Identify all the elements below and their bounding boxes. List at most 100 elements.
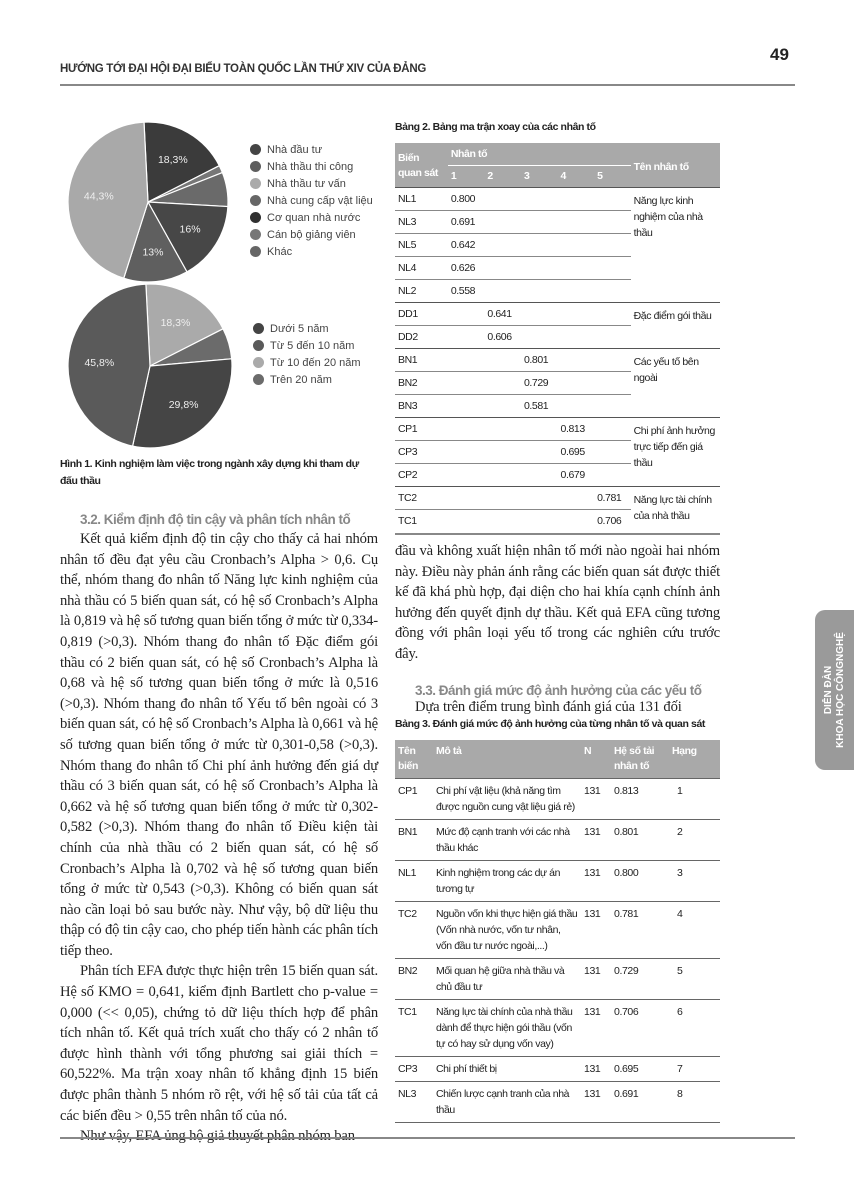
empty-cell: [447, 439, 485, 463]
table2-caption: Bảng 2. Bảng ma trận xoay của các nhân t…: [395, 121, 596, 133]
paragraph: đầu và không xuất hiện nhân tố mới nào n…: [395, 543, 720, 662]
empty-cell: [557, 301, 595, 325]
header-factor-num: 3: [520, 165, 558, 187]
table-cell: BN2: [395, 958, 433, 1000]
pie-legend-experience: Dưới 5 năm Từ 5 đến 10 năm Từ 10 đến 20 nă…: [253, 320, 361, 388]
header-name: Tên nhân tố: [630, 143, 720, 187]
table-cell: 0.800: [611, 860, 669, 902]
section-heading-3-3: 3.3. Đánh giá mức độ ảnh hưởng của các y…: [415, 682, 702, 698]
table-row: DD2 0.606: [395, 324, 720, 348]
empty-cell: [447, 347, 485, 371]
empty-cell: [484, 370, 521, 394]
table-cell: 8: [669, 1081, 720, 1123]
table-cell: 0.706: [611, 999, 669, 1057]
header-factor-num: 2: [484, 165, 521, 187]
empty-cell: [484, 186, 521, 210]
pie-slice: [131, 358, 233, 449]
empty-cell: [594, 232, 631, 256]
table-row: NL3 0.691: [395, 209, 720, 233]
legend-item: Trên 20 năm: [253, 371, 361, 388]
legend-item: Từ 10 đến 20 năm: [253, 354, 361, 371]
table-cell: Năng lực tài chính của nhà thầu dành để …: [433, 999, 581, 1057]
side-tab-line2: KHOA HỌC CÔNGNGHỆ: [834, 632, 846, 748]
legend-item: Dưới 5 năm: [253, 320, 361, 337]
empty-cell: [447, 301, 485, 325]
table-row: NL1 Kinh nghiệm trong các dự án tương tự 1…: [395, 860, 720, 902]
var-cell: BN2: [395, 370, 448, 394]
header-factor: Nhân tố: [447, 143, 631, 166]
empty-cell: [557, 393, 595, 417]
var-cell: NL1: [395, 186, 448, 210]
section-side-tab: DIỄN ĐÀN KHOA HỌC CÔNGNGHỆ: [815, 610, 854, 770]
table-cell: 3: [669, 860, 720, 902]
header-cell: Mô tả: [433, 740, 581, 779]
table-cell: 4: [669, 901, 720, 959]
pie-slice: [67, 283, 151, 447]
paragraph: Kết quả kiểm định độ tin cậy cho thấy cả…: [60, 531, 379, 959]
legend-item: Cơ quan nhà nước: [250, 209, 373, 226]
table-cell: 131: [581, 999, 611, 1057]
table-row: TC1 Năng lực tài chính của nhà thầu dành …: [395, 999, 720, 1057]
empty-cell: [447, 508, 485, 532]
empty-cell: [447, 393, 485, 417]
pie-slice: [146, 201, 229, 273]
empty-cell: [594, 439, 631, 463]
paragraph: Dựa trên điểm trung bình đánh giá của 13…: [415, 698, 682, 715]
table-cell: 131: [581, 819, 611, 861]
table-row: NL3 Chiến lược cạnh tranh của nhà thầu 131…: [395, 1081, 720, 1123]
table-cell: 131: [581, 958, 611, 1000]
running-title: HƯỚNG TỚI ĐẠI HỘI ĐẠI BIỂU TOÀN QUỐC LẦN…: [60, 63, 426, 75]
table-row: NL1 0.800 Năng lực kinh nghiệm của nhà thầ…: [395, 186, 720, 302]
var-cell: CP1: [395, 416, 448, 440]
empty-cell: [557, 209, 595, 233]
table-cell: Kinh nghiệm trong các dự án tương tự: [433, 860, 581, 902]
empty-cell: [557, 186, 595, 210]
header-cell: Hệ số tải nhân tố: [611, 740, 669, 779]
pie-legend-stakeholders: Nhà đầu tư Nhà thầu thi công Nhà thầu tư v…: [250, 141, 373, 260]
var-cell: BN3: [395, 393, 448, 417]
legend-label: Nhà cung cấp vật liệu: [267, 194, 373, 207]
empty-cell: [484, 393, 521, 417]
empty-cell: [484, 209, 521, 233]
table-cell: 131: [581, 860, 611, 902]
empty-cell: [557, 278, 595, 302]
empty-cell: [594, 278, 631, 302]
empty-cell: [557, 508, 595, 532]
legend-item: Từ 5 đến 10 năm: [253, 337, 361, 354]
header-var: Biến quan sát: [395, 143, 448, 187]
loading-cell: 0.641: [484, 301, 521, 325]
factor-name-cell: Đặc điểm gói thầu: [630, 301, 720, 348]
paragraph: Như vậy, EFA ủng hộ giả thuyết phân nhóm…: [60, 1126, 378, 1147]
table-row: CP3 0.695: [395, 439, 720, 463]
empty-cell: [520, 255, 558, 279]
table-cell: 1: [669, 778, 720, 820]
loading-cell: 0.691: [447, 209, 485, 233]
header-cell: Tên biến: [395, 740, 433, 779]
table-cell: 0.691: [611, 1081, 669, 1123]
table-cell: 131: [581, 1056, 611, 1082]
legend-label: Trên 20 năm: [270, 373, 332, 386]
table-row: BN1 Mức độ cạnh tranh với các nhà thầu kh…: [395, 819, 720, 861]
var-cell: TC1: [395, 508, 448, 532]
pie-data-label: 16%: [180, 223, 201, 235]
var-cell: DD2: [395, 324, 448, 348]
var-cell: TC2: [395, 485, 448, 509]
empty-cell: [447, 462, 485, 486]
table-row: CP1 Chi phí vật liệu (khả năng tìm được n…: [395, 778, 720, 820]
empty-cell: [557, 324, 595, 348]
table-row: TC2 0.781 Năng lực tài chính của nhà thầu: [395, 485, 720, 532]
var-cell: CP2: [395, 462, 448, 486]
table-cell: TC2: [395, 901, 433, 959]
empty-cell: [484, 416, 521, 440]
table-cell: 0.781: [611, 901, 669, 959]
var-cell: NL4: [395, 255, 448, 279]
table-cell: 7: [669, 1056, 720, 1082]
legend-swatch: [250, 212, 261, 223]
pie-slice: [145, 283, 224, 367]
loading-cell: 0.642: [447, 232, 485, 256]
legend-label: Từ 5 đến 10 năm: [270, 339, 355, 352]
loading-cell: 0.706: [594, 508, 631, 532]
table-cell: NL3: [395, 1081, 433, 1123]
empty-cell: [557, 255, 595, 279]
empty-cell: [484, 439, 521, 463]
